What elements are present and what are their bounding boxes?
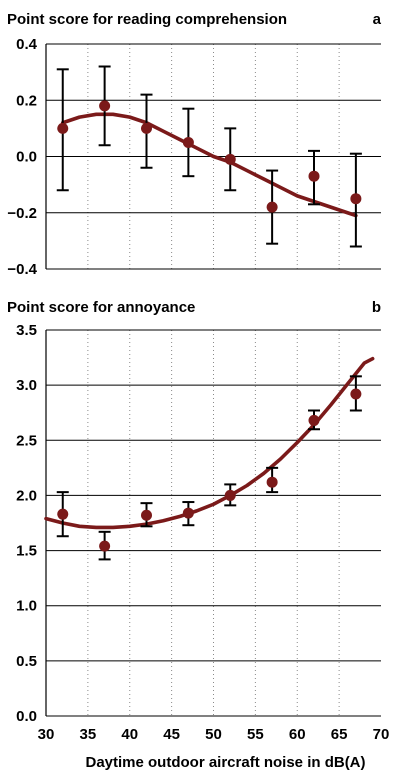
data-point — [350, 388, 362, 400]
data-point — [266, 201, 278, 213]
data-point — [224, 489, 236, 501]
y-tick-label: −0.2 — [7, 205, 37, 222]
chart-title: Point score for annoyance — [7, 299, 195, 316]
x-tick-label: 30 — [38, 726, 55, 743]
data-point — [308, 170, 320, 182]
y-tick-label: 2.5 — [16, 432, 37, 449]
x-tick-label: 60 — [289, 726, 306, 743]
y-tick-label: 2.0 — [16, 487, 37, 504]
y-tick-label: 0.2 — [16, 92, 37, 109]
panel-a: Point score for reading comprehension a −0… — [7, 11, 382, 278]
chart-title: Point score for reading comprehension — [7, 11, 287, 28]
panel-b: Point score for annoyance b 0.0 0.5 1.0 1.5 2.… — [7, 299, 389, 771]
data-point — [266, 476, 278, 488]
data-point — [99, 540, 111, 552]
x-tick-label: 65 — [331, 726, 348, 743]
data-point — [99, 100, 111, 112]
panel-letter: b — [372, 299, 381, 316]
y-tick-label: 1.0 — [16, 598, 37, 615]
y-tick-label: 0.0 — [16, 149, 37, 166]
data-point — [224, 153, 236, 165]
x-axis-label: Daytime outdoor aircraft noise in dB(A) — [85, 754, 365, 771]
x-tick-label: 50 — [205, 726, 222, 743]
panel-letter: a — [373, 11, 382, 28]
y-tick-label: 0.5 — [16, 653, 37, 670]
data-point — [182, 136, 194, 148]
y-tick-label: 0.0 — [16, 708, 37, 725]
data-point — [182, 507, 194, 519]
y-tick-label: 1.5 — [16, 543, 37, 560]
data-point — [141, 122, 152, 134]
x-tick-label: 45 — [163, 726, 180, 743]
data-point — [308, 414, 320, 426]
data-point — [57, 508, 69, 520]
fit-curve — [44, 356, 375, 530]
data-point — [350, 193, 362, 205]
y-tick-label: 3.0 — [16, 377, 37, 394]
x-tick-label: 35 — [80, 726, 97, 743]
x-tick-label: 70 — [373, 726, 390, 743]
x-tick-label: 40 — [121, 726, 138, 743]
data-point — [57, 122, 69, 134]
x-tick-label: 55 — [247, 726, 264, 743]
data-point — [141, 509, 152, 521]
y-tick-label: 3.5 — [16, 322, 37, 339]
y-tick-label: −0.4 — [7, 261, 37, 278]
fit-curve — [60, 112, 358, 218]
y-tick-label: 0.4 — [16, 36, 38, 53]
